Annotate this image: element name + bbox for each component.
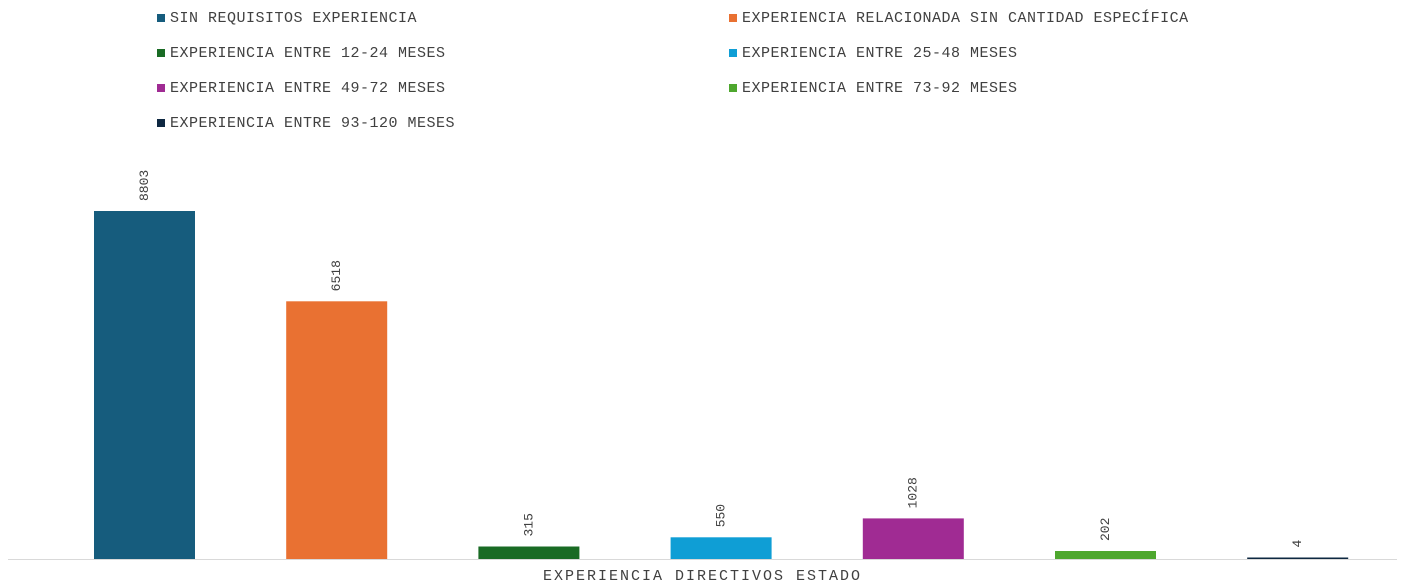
legend-item: EXPERIENCIA ENTRE 49-72 MESES <box>157 78 446 98</box>
bar <box>94 211 195 559</box>
legend-item: EXPERIENCIA ENTRE 73-92 MESES <box>729 78 1018 98</box>
legend-swatch <box>729 49 737 57</box>
legend-swatch <box>729 14 737 22</box>
data-label: 202 <box>1098 518 1113 541</box>
legend-label: EXPERIENCIA ENTRE 73-92 MESES <box>742 79 1018 97</box>
legend-label: EXPERIENCIA ENTRE 49-72 MESES <box>170 79 446 97</box>
legend-item: SIN REQUISITOS EXPERIENCIA <box>157 8 417 28</box>
bar <box>1055 551 1156 559</box>
legend-swatch <box>157 84 165 92</box>
data-label: 8803 <box>137 170 152 201</box>
legend-swatch <box>157 49 165 57</box>
legend-swatch <box>157 14 165 22</box>
legend-item: EXPERIENCIA RELACIONADA SIN CANTIDAD ESP… <box>729 8 1189 28</box>
data-label: 550 <box>714 504 729 527</box>
bar <box>670 537 772 559</box>
legend-item: EXPERIENCIA ENTRE 25-48 MESES <box>729 43 1018 63</box>
bar <box>478 546 580 559</box>
data-label: 315 <box>521 513 536 536</box>
bar <box>862 518 964 559</box>
legend-label: EXPERIENCIA ENTRE 93-120 MESES <box>170 114 456 132</box>
data-label: 1028 <box>906 477 921 508</box>
legend-label: EXPERIENCIA ENTRE 25-48 MESES <box>742 44 1018 62</box>
legend-swatch <box>729 84 737 92</box>
bar <box>1247 557 1349 559</box>
legend-item: EXPERIENCIA ENTRE 12-24 MESES <box>157 43 446 63</box>
data-label: 4 <box>1290 540 1305 548</box>
data-label: 6518 <box>329 260 344 291</box>
legend-swatch <box>157 119 165 127</box>
legend-label: EXPERIENCIA RELACIONADA SIN CANTIDAD ESP… <box>742 9 1189 27</box>
legend-label: SIN REQUISITOS EXPERIENCIA <box>170 9 418 27</box>
bar <box>286 301 388 559</box>
legend-item: EXPERIENCIA ENTRE 93-120 MESES <box>157 113 455 133</box>
x-axis-title: EXPERIENCIA DIRECTIVOS ESTADO <box>542 568 863 585</box>
legend-label: EXPERIENCIA ENTRE 12-24 MESES <box>170 44 446 62</box>
